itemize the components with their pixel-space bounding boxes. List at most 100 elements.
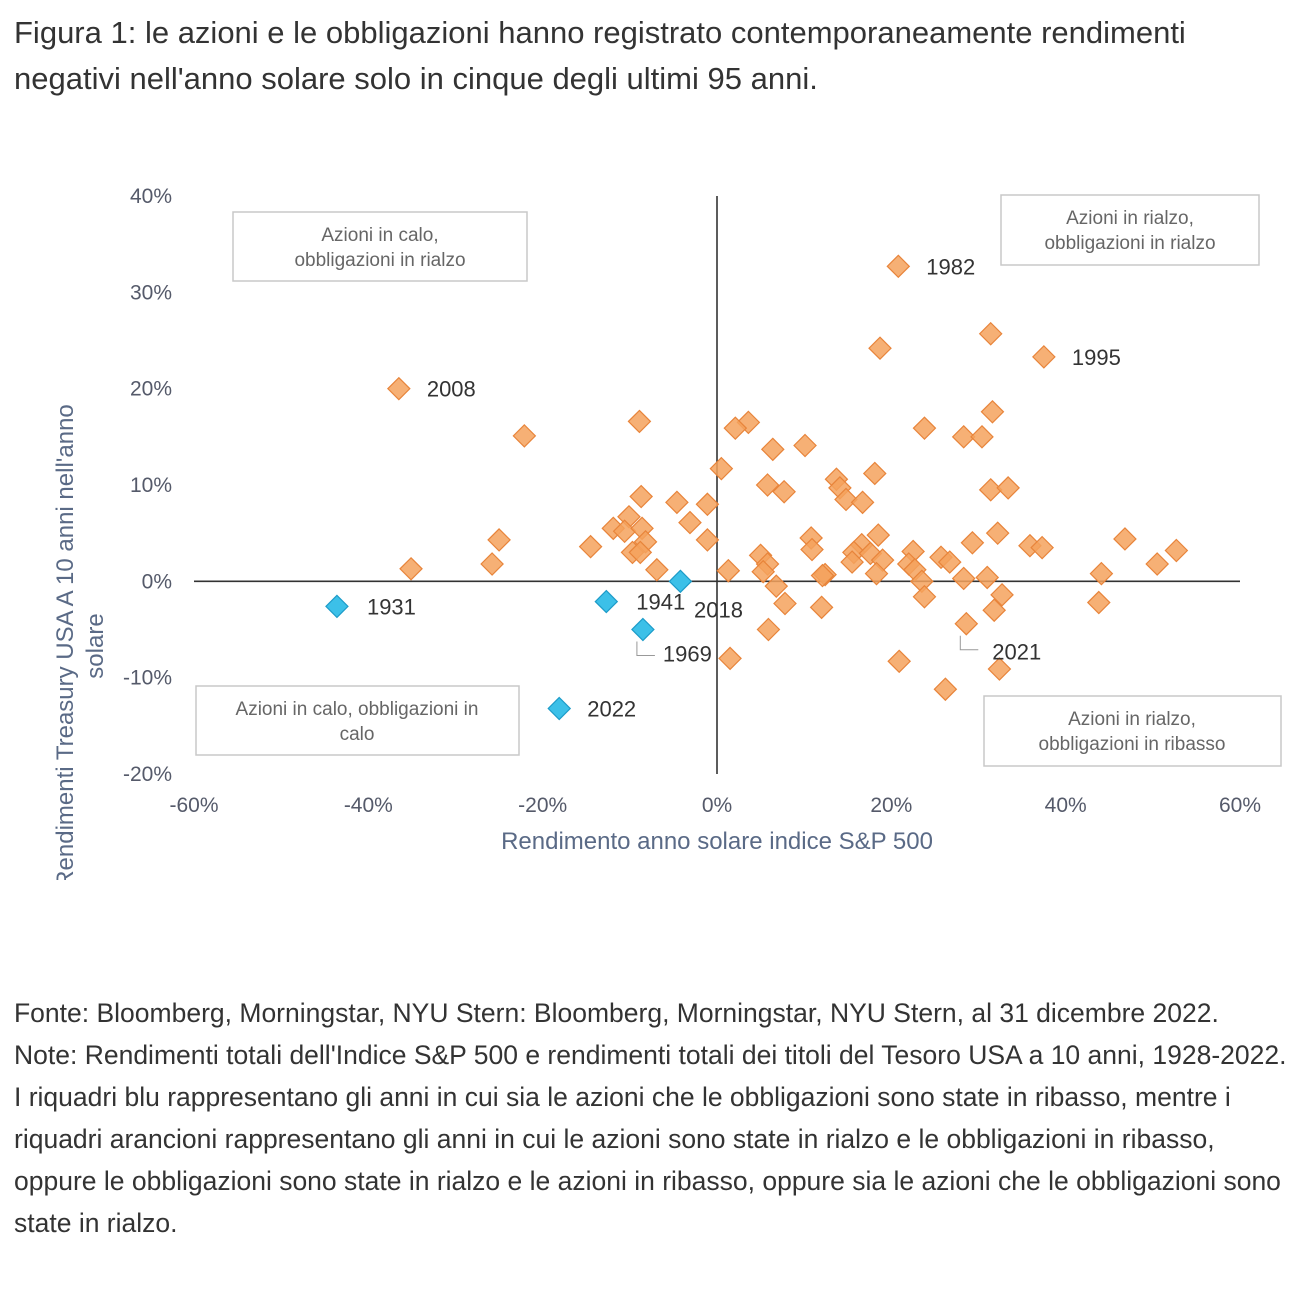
- data-point-orange: [960, 530, 985, 555]
- data-point-orange: [866, 523, 891, 547]
- data-point-orange: [996, 476, 1020, 500]
- data-point-blue: [594, 589, 619, 614]
- y-axis-title-line-1: Rendimenti Treasury USA A 10 anni nell'a…: [52, 404, 79, 880]
- data-point-orange: [628, 540, 653, 565]
- data-point-orange: [937, 550, 962, 574]
- data-point-orange: [773, 591, 797, 616]
- data-point-orange: [627, 409, 652, 434]
- y-tick-label: 30%: [130, 281, 172, 304]
- data-point-orange: [578, 534, 603, 559]
- data-point-orange: [629, 484, 654, 509]
- data-point-orange: [665, 490, 689, 515]
- x-tick-label: -20%: [518, 794, 567, 817]
- data-point-orange: [716, 558, 741, 583]
- y-tick-label: -10%: [123, 667, 172, 690]
- y-tick-label: 10%: [130, 474, 172, 497]
- data-point-orange: [975, 565, 1000, 590]
- data-point-orange: [678, 510, 702, 535]
- data-point-orange: [512, 424, 537, 448]
- data-point-blue: [668, 569, 693, 594]
- quadrant-label-bottom-right: Azioni in rialzo, obbligazioni in ribasso: [1039, 709, 1226, 755]
- y-tick-label: -20%: [123, 763, 172, 786]
- point-label-2008: 2008: [427, 377, 476, 402]
- point-label-1941: 1941: [636, 590, 685, 615]
- quadrant-label-top-right: Azioni in rialzo, obbligazioni in rialzo: [1044, 208, 1215, 254]
- data-point-orange: [987, 657, 1012, 681]
- data-point-orange: [951, 424, 976, 449]
- point-label-1995: 1995: [1072, 345, 1121, 370]
- y-tick-label: 20%: [130, 378, 172, 401]
- data-point-orange: [933, 677, 958, 702]
- data-point-orange: [951, 566, 976, 591]
- data-point-blue: [547, 696, 572, 721]
- quadrant-label-bottom-left: Azioni in calo, obbligazioni in calo: [236, 699, 479, 745]
- data-point-orange: [980, 399, 1005, 424]
- data-point-orange: [695, 492, 720, 517]
- data-point-orange: [1145, 552, 1170, 576]
- data-point-orange: [809, 595, 834, 620]
- x-tick-label: 40%: [1045, 794, 1087, 817]
- point-label-2018: 2018: [694, 597, 743, 622]
- point-label-leader: [959, 635, 979, 651]
- data-point-orange: [1089, 561, 1114, 586]
- data-point-orange: [793, 433, 817, 458]
- data-point-orange: [800, 537, 824, 562]
- data-point-orange: [1032, 345, 1056, 369]
- point-label-2021: 2021: [992, 640, 1041, 665]
- data-point-orange: [1030, 535, 1054, 560]
- data-point-orange: [755, 473, 780, 497]
- data-point-orange: [1086, 590, 1111, 615]
- y-tick-label: 0%: [142, 570, 172, 593]
- data-point-orange: [760, 437, 785, 462]
- notes-section: Fonte: Bloomberg, Morningstar, NYU Stern…: [14, 992, 1299, 1244]
- y-tick-label: 40%: [130, 185, 172, 208]
- data-point-orange: [772, 479, 796, 504]
- data-point-orange: [954, 611, 979, 636]
- x-tick-label: -60%: [169, 794, 218, 817]
- point-label-1969: 1969: [663, 642, 712, 667]
- quadrant-box-top-right: Azioni in rialzo, obbligazioni in rialzo: [1000, 194, 1260, 266]
- data-point-orange: [970, 424, 994, 449]
- quadrant-label-top-left: Azioni in calo, obbligazioni in rialzo: [294, 225, 465, 271]
- point-label-2022: 2022: [587, 696, 636, 721]
- y-axis-title-line-2: solare: [82, 613, 109, 678]
- data-point-orange: [978, 321, 1003, 346]
- point-label-1982: 1982: [926, 254, 975, 279]
- figure-title: Figura 1: le azioni e le obbligazioni ha…: [14, 15, 1186, 96]
- data-point-orange: [487, 528, 511, 552]
- data-point-orange: [886, 254, 911, 279]
- quadrant-box-bottom-left: Azioni in calo, obbligazioni in calo: [195, 685, 520, 756]
- data-point-orange: [723, 416, 748, 441]
- scatter-chart: Azioni in calo, obbligazioni in rialzo Az…: [0, 160, 1312, 880]
- data-point-orange: [887, 649, 912, 674]
- data-point-orange: [399, 556, 423, 581]
- data-point-orange: [840, 550, 864, 574]
- data-point-orange: [756, 617, 781, 642]
- data-point-orange: [868, 336, 892, 361]
- data-point-orange: [695, 528, 720, 552]
- x-axis-title: Rendimento anno solare indice S&P 500: [501, 828, 933, 855]
- data-point-orange: [864, 561, 889, 586]
- data-point-orange: [751, 559, 776, 584]
- x-tick-label: 60%: [1219, 794, 1261, 817]
- data-point-orange: [386, 376, 411, 401]
- data-point-orange: [912, 416, 937, 441]
- data-point-orange: [709, 456, 734, 481]
- scatter-chart-svg: Azioni in calo, obbligazioni in rialzo Az…: [52, 185, 1282, 880]
- data-point-orange: [834, 487, 858, 512]
- data-point-orange: [764, 574, 789, 598]
- data-point-blue: [325, 594, 349, 619]
- data-point-orange: [645, 557, 669, 582]
- y-axis-title: Rendimenti Treasury USA A 10 anni nell'a…: [52, 404, 109, 880]
- note-text: Note: Rendimenti totali dell'Indice S&P …: [14, 1040, 1287, 1238]
- point-label-1931: 1931: [367, 594, 416, 619]
- data-point-orange: [982, 598, 1007, 623]
- data-point-orange: [985, 521, 1010, 546]
- data-point-orange: [810, 563, 835, 588]
- point-label-leader: [636, 641, 655, 656]
- source-text: Fonte: Bloomberg, Morningstar, NYU Stern…: [14, 998, 1219, 1028]
- data-point-orange: [850, 490, 875, 515]
- data-point-orange: [1164, 538, 1189, 563]
- x-tick-label: -40%: [344, 794, 393, 817]
- data-point-blue: [631, 617, 655, 642]
